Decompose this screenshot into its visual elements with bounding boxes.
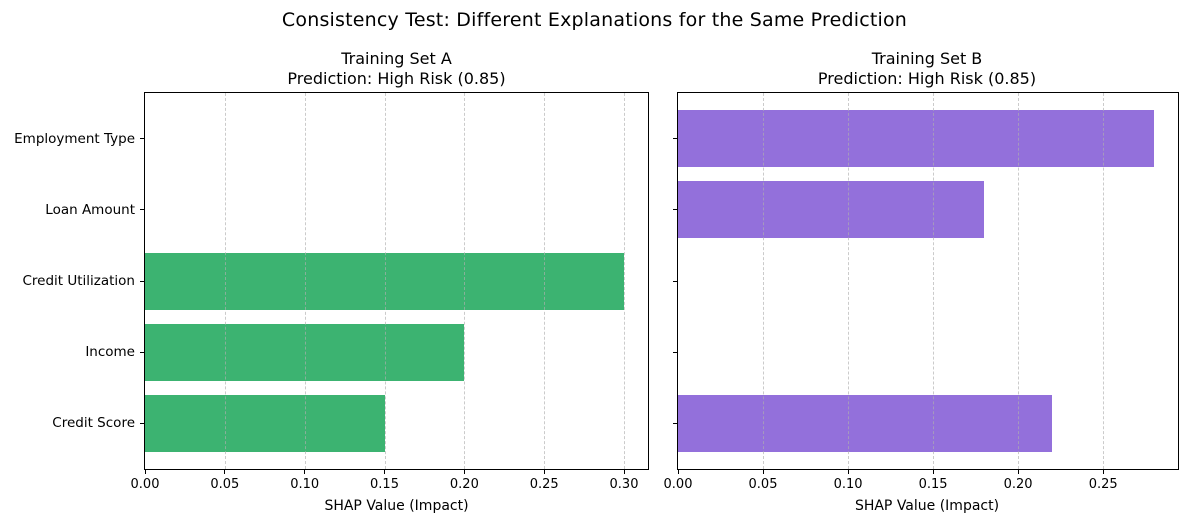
y-tick <box>673 422 677 424</box>
chart-a-title: Training Set A Prediction: High Risk (0.… <box>145 49 648 88</box>
category-label-employment-type: Employment Type <box>14 130 135 147</box>
chart-a-plot-area: Employment Type Loan Amount Credit Utiliza… <box>14 92 649 492</box>
x-tick <box>677 470 679 474</box>
chart-b-title-line2: Prediction: High Risk (0.85) <box>817 68 1037 88</box>
x-tick <box>304 470 306 474</box>
bar-loan-amount <box>678 181 985 239</box>
bar-credit-score <box>145 394 385 452</box>
gridline <box>384 93 386 469</box>
chart-b-plot-area: 0.00 0.05 0.10 0.15 0.20 0.25 <box>664 92 1179 492</box>
y-tick <box>140 209 144 211</box>
x-tick-label: 0.00 <box>130 477 160 492</box>
x-tick-label: 0.20 <box>1003 477 1033 492</box>
bar-employment-type <box>678 110 1155 168</box>
x-tick <box>463 470 465 474</box>
gridline <box>933 93 935 469</box>
category-label-credit-score: Credit Score <box>52 415 135 432</box>
gridline <box>464 93 466 469</box>
gridline <box>848 93 850 469</box>
gridline <box>624 93 625 469</box>
x-tick-label: 0.10 <box>833 477 863 492</box>
chart-b-title: Training Set B Prediction: High Risk (0.… <box>677 49 1177 88</box>
bar-credit-score <box>678 394 1053 452</box>
gridline <box>224 93 226 469</box>
x-tick-label: 0.15 <box>370 477 399 492</box>
x-tick-label: 0.30 <box>609 477 639 492</box>
x-tick-label: 0.05 <box>748 477 778 492</box>
x-tick <box>623 470 625 474</box>
x-tick-label: 0.25 <box>529 477 559 492</box>
x-tick <box>384 470 385 474</box>
y-tick <box>673 351 677 353</box>
x-tick-label: 0.10 <box>290 477 320 492</box>
chart-b-title-line1: Training Set B <box>871 49 983 68</box>
y-tick <box>140 280 144 282</box>
category-label-credit-utilization: Credit Utilization <box>22 273 135 289</box>
y-tick <box>673 280 677 282</box>
x-tick-label: 0.15 <box>918 477 948 492</box>
chart-b-x-axis-label: SHAP Value (Impact) <box>854 498 1000 514</box>
x-tick <box>1017 470 1019 474</box>
y-tick <box>673 138 677 140</box>
gridline <box>1103 93 1105 469</box>
gridline <box>763 93 764 469</box>
y-tick <box>140 422 144 424</box>
x-tick <box>762 470 764 474</box>
gridline <box>304 93 306 469</box>
x-tick <box>144 470 146 474</box>
category-label-income: Income <box>85 344 135 361</box>
x-tick <box>224 470 226 474</box>
gridline <box>544 93 546 469</box>
y-tick <box>673 209 677 211</box>
y-tick <box>140 138 144 140</box>
x-tick <box>932 470 934 474</box>
gridline <box>1018 93 1020 469</box>
x-tick-label: 0.25 <box>1088 477 1118 492</box>
y-tick <box>140 351 144 353</box>
x-tick <box>543 470 545 474</box>
chart-a-title-line1: Training Set A <box>341 49 452 68</box>
chart-a-x-axis-label: SHAP Value (Impact) <box>324 498 469 514</box>
figure-title: Consistency Test: Different Explanations… <box>281 9 908 31</box>
x-tick <box>847 470 849 474</box>
x-tick-label: 0.20 <box>449 477 479 492</box>
category-label-loan-amount: Loan Amount <box>45 201 135 218</box>
x-tick-label: 0.05 <box>210 477 240 492</box>
chart-a-title-line2: Prediction: High Risk (0.85) <box>287 68 506 88</box>
x-tick <box>1102 470 1104 474</box>
x-tick-label: 0.00 <box>663 477 693 492</box>
